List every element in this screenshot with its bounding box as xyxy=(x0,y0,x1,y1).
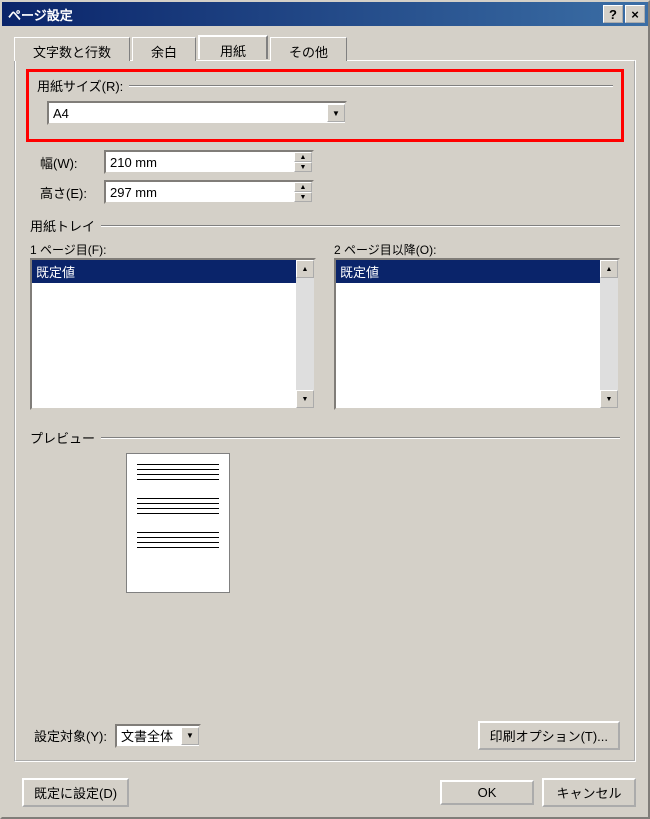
tab-chars-lines[interactable]: 文字数と行数 xyxy=(14,37,130,61)
titlebar: ページ設定 ? × xyxy=(2,2,648,26)
list-item[interactable]: 既定値 xyxy=(32,260,296,283)
preview-label-text: プレビュー xyxy=(30,428,95,447)
scroll-up-icon[interactable]: ▲ xyxy=(600,260,618,278)
width-value: 210 mm xyxy=(106,152,294,172)
tray-first-page: 1 ページ目(F): 既定値 ▲ ▼ xyxy=(30,241,316,410)
scroll-track[interactable] xyxy=(600,278,618,390)
preview-line xyxy=(137,508,219,509)
tray-page1-items: 既定値 xyxy=(32,260,296,408)
group-divider xyxy=(101,225,620,227)
page-setup-dialog: ページ設定 ? × 文字数と行数 余白 用紙 その他 用紙サイズ(R): xyxy=(0,0,650,819)
scroll-track[interactable] xyxy=(296,278,314,390)
tray-group: 用紙トレイ 1 ページ目(F): 既定値 ▲ ▼ xyxy=(30,216,620,410)
list-item[interactable]: 既定値 xyxy=(336,260,600,283)
height-row: 高さ(E): 297 mm ▲ ▼ xyxy=(30,180,620,204)
tray-columns: 1 ページ目(F): 既定値 ▲ ▼ xyxy=(30,241,620,410)
apply-to-row: 設定対象(Y): 文書全体 ▼ 印刷オプション(T)... xyxy=(30,707,620,750)
paper-size-highlight: 用紙サイズ(R): A4 ▼ xyxy=(26,69,624,142)
scrollbar[interactable]: ▲ ▼ xyxy=(296,260,314,408)
print-options-button[interactable]: 印刷オプション(T)... xyxy=(478,721,620,750)
close-button[interactable]: × xyxy=(625,5,645,23)
preview-line xyxy=(137,464,219,465)
height-spin-buttons: ▲ ▼ xyxy=(294,182,312,202)
cancel-button[interactable]: キャンセル xyxy=(542,778,636,807)
paper-size-group: 用紙サイズ(R): A4 ▼ xyxy=(37,76,613,125)
dialog-title: ページ設定 xyxy=(8,5,601,24)
help-button[interactable]: ? xyxy=(603,5,623,23)
preview-line xyxy=(137,498,219,499)
preview-group: プレビュー xyxy=(30,428,620,593)
preview-line xyxy=(137,503,219,504)
dialog-footer: 既定に設定(D) OK キャンセル xyxy=(2,770,648,817)
apply-to-combo[interactable]: 文書全体 ▼ xyxy=(115,724,201,748)
tray-other-pages: 2 ページ目以降(O): 既定値 ▲ ▼ xyxy=(334,241,620,410)
preview-page xyxy=(126,453,230,593)
set-default-button[interactable]: 既定に設定(D) xyxy=(22,778,129,807)
tray-label-text: 用紙トレイ xyxy=(30,216,95,235)
group-divider xyxy=(129,85,613,87)
tab-paper[interactable]: 用紙 xyxy=(198,35,268,59)
preview-gap xyxy=(137,518,219,528)
tray-page1-label: 1 ページ目(F): xyxy=(30,241,316,258)
paper-size-combo[interactable]: A4 ▼ xyxy=(47,101,347,125)
preview-line xyxy=(137,532,219,533)
height-spinner[interactable]: 297 mm ▲ ▼ xyxy=(104,180,314,204)
content-area: 文字数と行数 余白 用紙 その他 用紙サイズ(R): A4 ▼ xyxy=(2,26,648,770)
apply-to-value: 文書全体 xyxy=(121,726,181,745)
preview-line xyxy=(137,547,219,548)
width-spin-buttons: ▲ ▼ xyxy=(294,152,312,172)
scroll-down-icon[interactable]: ▼ xyxy=(296,390,314,408)
paper-size-label-text: 用紙サイズ(R): xyxy=(37,76,123,95)
width-row: 幅(W): 210 mm ▲ ▼ xyxy=(30,150,620,174)
group-divider xyxy=(101,437,620,439)
spin-up-icon[interactable]: ▲ xyxy=(294,182,312,192)
preview-line xyxy=(137,469,219,470)
spin-up-icon[interactable]: ▲ xyxy=(294,152,312,162)
paper-size-row: A4 ▼ xyxy=(37,101,613,125)
scrollbar[interactable]: ▲ ▼ xyxy=(600,260,618,408)
preview-line xyxy=(137,479,219,480)
preview-line xyxy=(137,542,219,543)
tray-page2-items: 既定値 xyxy=(336,260,600,408)
tray-page2-label: 2 ページ目以降(O): xyxy=(334,241,620,258)
scroll-down-icon[interactable]: ▼ xyxy=(600,390,618,408)
preview-line xyxy=(137,537,219,538)
tab-margin[interactable]: 余白 xyxy=(132,37,196,61)
paper-size-value: A4 xyxy=(53,106,327,121)
height-label: 高さ(E): xyxy=(30,183,104,202)
height-value: 297 mm xyxy=(106,182,294,202)
tray-group-label: 用紙トレイ xyxy=(30,216,620,235)
preview-line xyxy=(137,474,219,475)
tab-bar: 文字数と行数 余白 用紙 その他 xyxy=(14,36,636,60)
chevron-down-icon: ▼ xyxy=(181,727,199,745)
ok-button[interactable]: OK xyxy=(440,780,534,805)
paper-size-group-label: 用紙サイズ(R): xyxy=(37,76,613,95)
tab-other[interactable]: その他 xyxy=(270,37,347,61)
preview-line xyxy=(137,513,219,514)
tray-page1-listbox[interactable]: 既定値 ▲ ▼ xyxy=(30,258,316,410)
tab-panel-paper: 用紙サイズ(R): A4 ▼ 幅(W): 210 mm xyxy=(14,60,636,762)
spin-down-icon[interactable]: ▼ xyxy=(294,192,312,202)
tray-page2-listbox[interactable]: 既定値 ▲ ▼ xyxy=(334,258,620,410)
preview-group-label: プレビュー xyxy=(30,428,620,447)
scroll-up-icon[interactable]: ▲ xyxy=(296,260,314,278)
preview-gap xyxy=(137,484,219,494)
width-spinner[interactable]: 210 mm ▲ ▼ xyxy=(104,150,314,174)
spin-down-icon[interactable]: ▼ xyxy=(294,162,312,172)
width-label: 幅(W): xyxy=(30,153,104,172)
chevron-down-icon: ▼ xyxy=(327,104,345,122)
apply-to-label: 設定対象(Y): xyxy=(30,726,107,745)
